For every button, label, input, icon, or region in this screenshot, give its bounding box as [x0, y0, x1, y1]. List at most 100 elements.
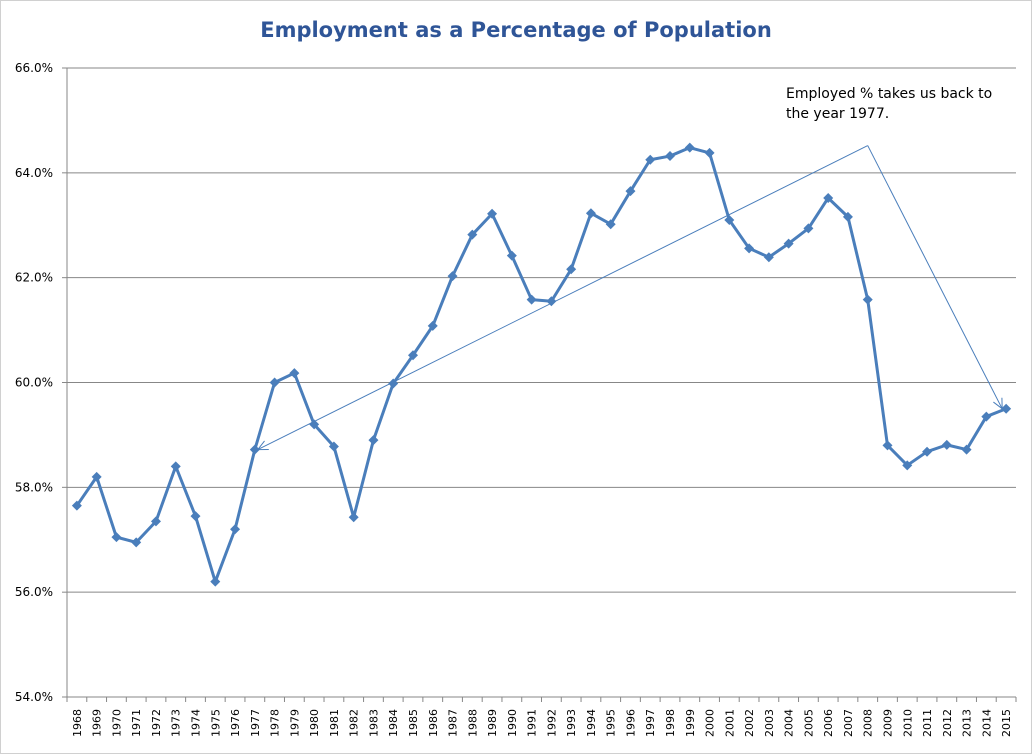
y-tick-label: 58.0%	[15, 480, 53, 494]
x-tick-label: 1983	[367, 709, 380, 737]
x-tick-label: 1976	[229, 709, 242, 737]
x-tick-label: 2010	[901, 709, 914, 737]
x-tick-label: 1993	[565, 709, 578, 737]
data-point-2007	[842, 211, 853, 222]
data-point-1983	[368, 435, 379, 446]
x-tick-label: 2003	[763, 709, 776, 737]
data-point-1979	[289, 368, 300, 379]
data-point-1980	[309, 419, 320, 430]
annotation-line-1: Employed % takes us back to	[786, 86, 993, 102]
x-tick-label: 1995	[605, 709, 618, 737]
x-tick-label: 2011	[921, 709, 934, 737]
data-point-1971	[131, 537, 142, 548]
y-tick-label: 66.0%	[15, 61, 53, 75]
data-point-1976	[230, 524, 241, 535]
x-axis-ticks: 1968 1969 1970 1971 1972 1973 1974 1975 1976 1977…	[71, 709, 1013, 737]
x-tick-label: 2009	[881, 709, 894, 737]
x-tick-label: 1996	[624, 709, 637, 737]
data-point-1978	[269, 377, 280, 388]
data-point-2012	[941, 439, 952, 450]
data-point-2011	[922, 446, 933, 457]
data-point-1995	[605, 219, 616, 230]
x-tick-label: 1994	[585, 709, 598, 737]
data-point-1987	[447, 271, 458, 282]
x-tick-label: 1981	[328, 709, 341, 737]
y-axis-ticks: 54.0% 56.0% 58.0% 60.0% 62.0% 64.0% 66.0%	[15, 61, 53, 704]
data-point-1992	[546, 296, 557, 307]
x-tick-label: 1985	[407, 709, 420, 737]
x-tick-label: 1968	[71, 709, 84, 737]
x-tick-label: 2013	[961, 709, 974, 737]
data-point-2004	[783, 238, 794, 249]
data-point-1975	[210, 576, 221, 587]
data-point-1997	[645, 154, 656, 165]
data-point-1977	[249, 444, 260, 455]
x-tick-label: 1971	[130, 709, 143, 737]
x-tick-label: 2004	[783, 709, 796, 737]
chart-title: Employment as a Percentage of Population	[260, 18, 772, 42]
data-point-2002	[744, 243, 755, 254]
data-point-2001	[724, 215, 735, 226]
data-point-1972	[150, 516, 161, 527]
data-point-1969	[91, 471, 102, 482]
x-tick-label: 1970	[110, 709, 123, 737]
x-tick-label: 1978	[269, 709, 282, 737]
x-tick-label: 2001	[723, 709, 736, 737]
x-tick-label: 1988	[466, 709, 479, 737]
data-point-2009	[882, 440, 893, 451]
y-tick-label: 56.0%	[15, 585, 53, 599]
x-tick-label: 1991	[526, 709, 539, 737]
data-point-1999	[684, 142, 695, 153]
data-point-1991	[526, 294, 537, 305]
x-tick-label: 1992	[545, 709, 558, 737]
data-point-1982	[348, 512, 359, 523]
x-tick-label: 1987	[447, 709, 460, 737]
x-tick-label: 1989	[486, 709, 499, 737]
x-tick-label: 2008	[862, 709, 875, 737]
data-point-1994	[585, 208, 596, 219]
data-point-2000	[704, 147, 715, 158]
x-tick-label: 1990	[506, 709, 519, 737]
data-point-2005	[803, 223, 814, 234]
data-point-1973	[170, 461, 181, 472]
data-point-1990	[506, 250, 517, 261]
data-point-1970	[111, 532, 122, 543]
annotation-arrow-2015	[867, 145, 1003, 409]
y-tick-label: 60.0%	[15, 376, 53, 390]
series-employment	[71, 142, 1012, 587]
data-point-1974	[190, 511, 201, 522]
data-point-1981	[328, 441, 339, 452]
data-point-2008	[862, 294, 873, 305]
data-point-1984	[388, 378, 399, 389]
data-point-1998	[665, 151, 676, 162]
data-point-2010	[902, 460, 913, 471]
y-tick-label: 64.0%	[15, 166, 53, 180]
data-point-2013	[961, 444, 972, 455]
data-point-1988	[467, 229, 478, 240]
x-tick-label: 2002	[743, 709, 756, 737]
data-point-2015	[1001, 403, 1012, 414]
x-tick-label: 1975	[209, 709, 222, 737]
data-point-1989	[487, 208, 498, 219]
x-tick-label: 1977	[249, 709, 262, 737]
annotation-arrow-1977	[257, 145, 868, 451]
gridlines	[62, 67, 1017, 702]
x-tick-label: 2014	[980, 709, 993, 737]
y-tick-label: 62.0%	[15, 271, 53, 285]
data-point-2014	[981, 411, 992, 422]
data-point-1968	[71, 500, 82, 511]
x-tick-label: 2000	[704, 709, 717, 737]
x-tick-label: 2012	[941, 709, 954, 737]
x-tick-label: 2007	[842, 709, 855, 737]
annotation-line-2: the year 1977.	[786, 106, 890, 122]
x-tick-label: 1980	[308, 709, 321, 737]
x-tick-label: 1982	[348, 709, 361, 737]
data-point-2006	[823, 192, 834, 203]
x-tick-label: 1974	[190, 709, 203, 737]
data-point-2003	[763, 252, 774, 263]
annotation-note: Employed % takes us back to the year 197…	[786, 84, 1006, 124]
x-tick-label: 1979	[288, 709, 301, 737]
data-point-1996	[625, 186, 636, 197]
